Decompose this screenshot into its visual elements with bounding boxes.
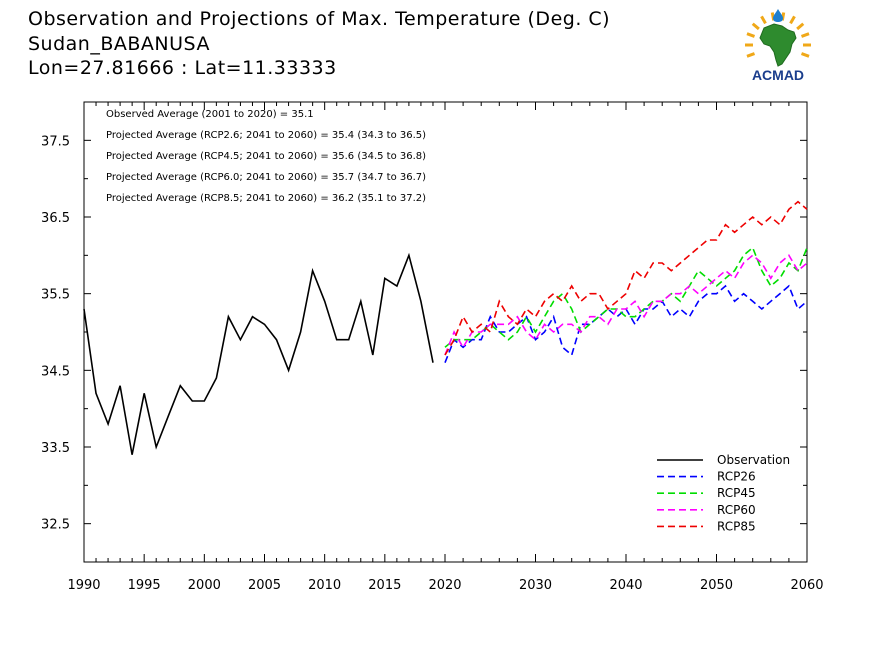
x-tick-label: 2050 (700, 578, 733, 593)
series-line-observation (83, 252, 434, 455)
sun-ray (760, 15, 767, 25)
legend-label: Observation (717, 453, 790, 467)
chart-title: Observation and Projections of Max. Temp… (28, 8, 611, 30)
sun-ray (789, 15, 796, 25)
x-tick-label: 2000 (188, 578, 221, 593)
x-tick-label: 2060 (790, 578, 823, 593)
africa-continent-shape (759, 23, 797, 67)
sun-rays (745, 12, 811, 58)
sun-ray (800, 52, 810, 58)
legend-label: RCP60 (717, 503, 756, 517)
series-line-rcp85 (444, 200, 808, 356)
coordinates-label: Lon=27.81666 : Lat=11.33333 (28, 57, 337, 79)
x-tick-label: 2005 (248, 578, 281, 593)
y-tick-label: 36.5 (41, 211, 70, 226)
x-tick-label: 2010 (308, 578, 341, 593)
location-label: Sudan_BABANUSA (28, 33, 210, 55)
water-drop-icon (773, 9, 783, 22)
annotation-text: Projected Average (RCP8.5; 2041 to 2060)… (106, 193, 426, 204)
sun-ray (746, 32, 756, 38)
x-tick-label: 2040 (609, 578, 642, 593)
x-tick-label: 2015 (368, 578, 401, 593)
plot-frame (83, 101, 808, 563)
y-tick-label: 33.5 (41, 441, 70, 456)
sun-ray (751, 22, 760, 31)
x-tick-label: 2020 (428, 578, 461, 593)
legend-label: RCP26 (717, 470, 756, 484)
acmad-logo: ACMAD (738, 8, 818, 84)
africa-sun-logo-icon: ACMAD (745, 9, 811, 83)
annotation-text: Projected Average (RCP6.0; 2041 to 2060)… (106, 172, 426, 183)
series-line-rcp45 (444, 246, 808, 348)
annotation-text: Observed Average (2001 to 2020) = 35.1 (106, 109, 314, 120)
annotation-text: Projected Average (RCP4.5; 2041 to 2060)… (106, 151, 426, 162)
sun-ray (800, 32, 810, 38)
y-tick-label: 35.5 (41, 288, 70, 303)
sun-ray (796, 22, 805, 31)
series-line-rcp60 (444, 254, 808, 356)
x-tick-label: 1990 (67, 578, 100, 593)
x-tick-label: 2030 (519, 578, 552, 593)
acmad-wordmark: ACMAD (752, 67, 804, 83)
sun-ray (746, 52, 756, 58)
annotation-text: Projected Average (RCP2.6; 2041 to 2060)… (106, 130, 426, 141)
legend-label: RCP45 (717, 486, 756, 500)
y-tick-label: 34.5 (41, 364, 70, 379)
legend-label: RCP85 (717, 519, 756, 533)
x-tick-label: 1995 (128, 578, 161, 593)
y-tick-label: 32.5 (41, 518, 70, 533)
y-tick-label: 37.5 (41, 134, 70, 149)
